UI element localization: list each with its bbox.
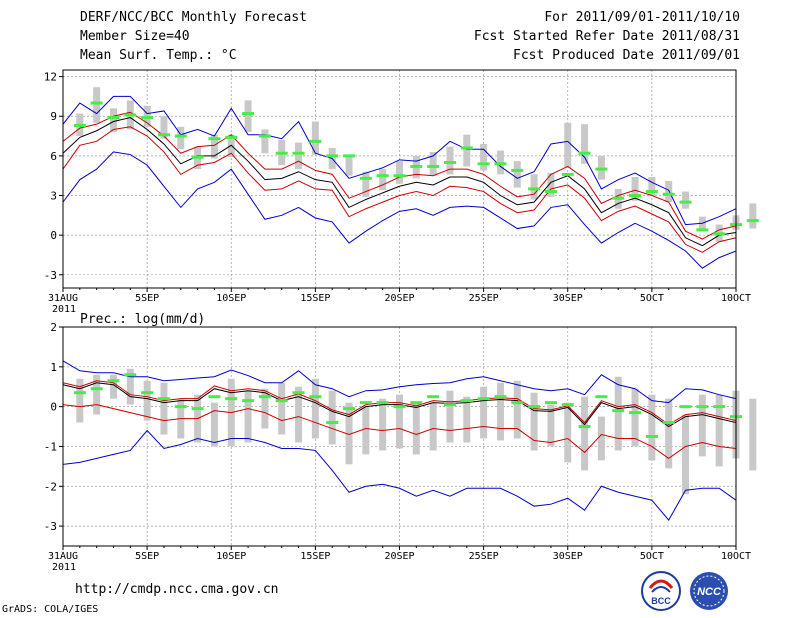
member-size: Member Size=40 (80, 29, 190, 44)
ensemble-box (211, 403, 218, 447)
ensemble-box (497, 383, 504, 441)
y-tick-label: 0 (50, 401, 57, 414)
x-tick-label: 10SEP (216, 551, 246, 562)
grads-credit: GrADS: COLA/IGES (2, 604, 98, 615)
y-tick-label: 9 (50, 110, 57, 123)
ensemble-box (93, 87, 100, 123)
ensemble-box (615, 377, 622, 451)
y-tick-label: 12 (44, 71, 57, 84)
ensemble-box (648, 395, 655, 461)
ensemble-box (110, 108, 117, 132)
ensemble-box (632, 177, 639, 201)
y-tick-label: -3 (44, 520, 57, 533)
x-tick-label: 5SEP (135, 551, 159, 562)
ensemble-box (346, 156, 353, 176)
ensemble-box (682, 192, 689, 209)
ensemble-box (312, 379, 319, 439)
chart-title: DERF/NCC/BCC Monthly Forecast (80, 10, 307, 25)
forecast-chart: 31AUG 5SEP 10SEP 15SEP 20SEP 25SEP 30SEP 5OCT 10… (0, 0, 800, 618)
x-tick-label: 5SEP (135, 293, 159, 304)
ensemble-box (581, 397, 588, 471)
y-tick-label: -1 (44, 440, 57, 453)
y-tick-label: 1 (50, 361, 57, 374)
svg-text:BCC: BCC (651, 596, 671, 606)
x-tick-label: 10OCT (721, 551, 751, 562)
x-year-label: 2011 (52, 304, 76, 315)
x-tick-label: 5OCT (640, 293, 664, 304)
ensemble-box (396, 161, 403, 183)
ensemble-box (278, 383, 285, 435)
x-tick-label: 10SEP (216, 293, 246, 304)
ensemble-box (699, 395, 706, 457)
x-tick-label: 25SEP (469, 551, 499, 562)
ensemble-box (177, 127, 184, 149)
y-tick-label: 2 (50, 321, 57, 334)
precip-title: Prec.: log(mm/d) (80, 312, 205, 327)
ncc-logo: NCC (688, 570, 730, 612)
svg-text:NCC: NCC (697, 586, 722, 598)
ensemble-box (598, 417, 605, 461)
ensemble-box (564, 403, 571, 463)
ensemble-box (480, 387, 487, 439)
x-tick-label: 15SEP (300, 551, 330, 562)
bcc-logo: BCC (640, 570, 682, 612)
ensemble-box (362, 172, 369, 197)
y-tick-label: 3 (50, 190, 57, 203)
produced-date: Fcst Produced Date 2011/09/01 (513, 48, 740, 63)
ensemble-box (564, 123, 571, 168)
x-tick-label: 30SEP (553, 293, 583, 304)
ensemble-box (430, 403, 437, 451)
source-url[interactable]: http://cmdp.ncc.cma.gov.cn (75, 582, 279, 597)
ensemble-box (514, 161, 521, 187)
ensemble-box (531, 393, 538, 451)
ensemble-box (682, 415, 689, 495)
y-tick-label: -3 (44, 269, 57, 282)
ensemble-box (362, 407, 369, 455)
ensemble-box (632, 389, 639, 447)
ensemble-box (160, 383, 167, 435)
ensemble-box (480, 144, 487, 170)
ensemble-box (665, 181, 672, 202)
x-tick-label: 10OCT (721, 293, 751, 304)
x-tick-label: 20SEP (384, 293, 414, 304)
x-tick-label: 20SEP (384, 551, 414, 562)
x-tick-label: 15SEP (300, 293, 330, 304)
ensemble-box (463, 397, 470, 443)
y-tick-label: 0 (50, 229, 57, 242)
ensemble-box (446, 391, 453, 443)
ensemble-box (245, 100, 252, 132)
ensemble-box (295, 143, 302, 169)
y-tick-label: 6 (50, 150, 57, 163)
ensemble-box (749, 399, 756, 471)
x-tick-label: 30SEP (553, 551, 583, 562)
ensemble-box (531, 174, 538, 199)
ensemble-box (245, 391, 252, 443)
ensemble-box (463, 135, 470, 167)
x-year-label: 2011 (52, 562, 76, 573)
x-tick-label: 5OCT (640, 551, 664, 562)
x-tick-label: 25SEP (469, 293, 499, 304)
ensemble-box (749, 203, 756, 228)
started-date: Fcst Started Refer Date 2011/08/31 (474, 29, 740, 44)
x-tick-label: 31AUG (48, 293, 78, 304)
ensemble-box (413, 403, 420, 455)
forecast-period: For 2011/09/01-2011/10/10 (544, 10, 740, 25)
x-tick-label: 31AUG (48, 551, 78, 562)
variable-label: Mean Surf. Temp.: °C (80, 48, 237, 63)
ensemble-box (261, 389, 268, 429)
ensemble-box (379, 169, 386, 190)
ensemble-box (261, 129, 268, 153)
ensemble-box (144, 381, 151, 421)
ensemble-box (329, 391, 336, 445)
y-tick-label: -2 (44, 480, 57, 493)
ensemble-box (379, 399, 386, 451)
